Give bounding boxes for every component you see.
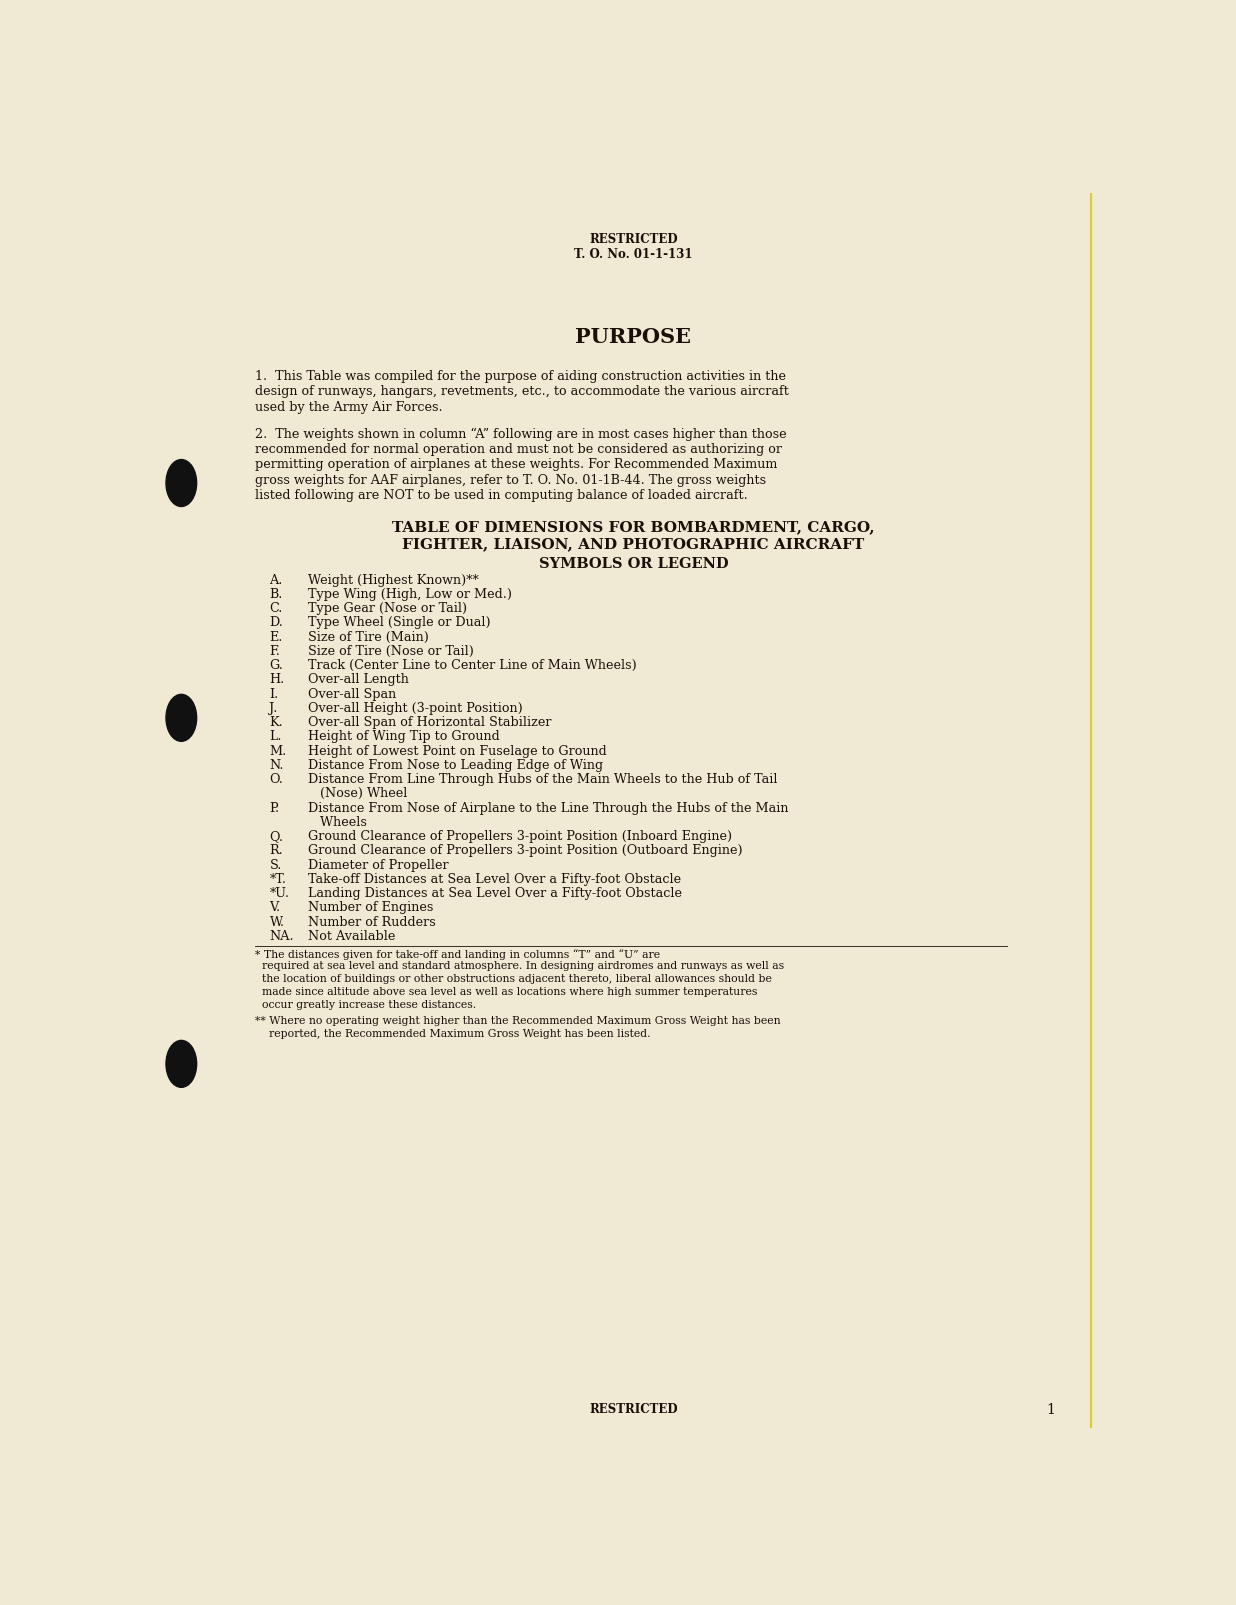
Text: FIGHTER, LIAISON, AND PHOTOGRAPHIC AIRCRAFT: FIGHTER, LIAISON, AND PHOTOGRAPHIC AIRCR… — [403, 538, 864, 552]
Text: Q.: Q. — [269, 830, 283, 843]
Text: Diameter of Propeller: Diameter of Propeller — [308, 859, 449, 872]
Text: ** Where no operating weight higher than the Recommended Maximum Gross Weight ha: ** Where no operating weight higher than… — [255, 1016, 781, 1026]
Text: W.: W. — [269, 915, 284, 929]
Text: Number of Rudders: Number of Rudders — [308, 915, 435, 929]
Text: V.: V. — [269, 902, 281, 915]
Text: H.: H. — [269, 674, 284, 687]
Text: required at sea level and standard atmosphere. In designing airdromes and runway: required at sea level and standard atmos… — [255, 961, 784, 971]
Text: the location of buildings or other obstructions adjacent thereto, liberal allowa: the location of buildings or other obstr… — [255, 974, 772, 984]
Text: Over-all Length: Over-all Length — [308, 674, 409, 687]
Text: Not Available: Not Available — [308, 929, 396, 942]
Text: (Nose) Wheel: (Nose) Wheel — [308, 788, 407, 801]
Text: Weight (Highest Known)**: Weight (Highest Known)** — [308, 573, 478, 587]
Text: B.: B. — [269, 587, 283, 600]
Text: Type Gear (Nose or Tail): Type Gear (Nose or Tail) — [308, 602, 467, 615]
Text: I.: I. — [269, 687, 278, 701]
Text: 2.  The weights shown in column “A” following are in most cases higher than thos: 2. The weights shown in column “A” follo… — [255, 427, 786, 441]
Text: Type Wing (High, Low or Med.): Type Wing (High, Low or Med.) — [308, 587, 512, 600]
Text: J.: J. — [269, 701, 278, 714]
Text: N.: N. — [269, 759, 284, 772]
Text: 1.  This Table was compiled for the purpose of aiding construction activities in: 1. This Table was compiled for the purpo… — [255, 369, 786, 382]
Text: M.: M. — [269, 745, 287, 758]
Text: E.: E. — [269, 631, 283, 644]
Text: O.: O. — [269, 774, 283, 786]
Text: NA.: NA. — [269, 929, 294, 942]
Text: permitting operation of airplanes at these weights. For Recommended Maximum: permitting operation of airplanes at the… — [255, 459, 777, 472]
Text: G.: G. — [269, 660, 283, 672]
Text: Take-off Distances at Sea Level Over a Fifty-foot Obstacle: Take-off Distances at Sea Level Over a F… — [308, 873, 681, 886]
Text: S.: S. — [269, 859, 282, 872]
Text: listed following are NOT to be used in computing balance of loaded aircraft.: listed following are NOT to be used in c… — [255, 490, 748, 502]
Text: C.: C. — [269, 602, 283, 615]
Text: Height of Wing Tip to Ground: Height of Wing Tip to Ground — [308, 730, 499, 743]
Text: Landing Distances at Sea Level Over a Fifty-foot Obstacle: Landing Distances at Sea Level Over a Fi… — [308, 888, 682, 900]
Text: gross weights for AAF airplanes, refer to T. O. No. 01-1B-44. The gross weights: gross weights for AAF airplanes, refer t… — [255, 473, 766, 486]
Text: recommended for normal operation and must not be considered as authorizing or: recommended for normal operation and mus… — [255, 443, 782, 456]
Text: Height of Lowest Point on Fuselage to Ground: Height of Lowest Point on Fuselage to Gr… — [308, 745, 607, 758]
Text: Type Wheel (Single or Dual): Type Wheel (Single or Dual) — [308, 616, 491, 629]
Text: Distance From Nose of Airplane to the Line Through the Hubs of the Main: Distance From Nose of Airplane to the Li… — [308, 801, 789, 815]
Text: T. O. No. 01-1-131: T. O. No. 01-1-131 — [575, 249, 692, 262]
Text: 1: 1 — [1046, 1403, 1056, 1417]
Text: Size of Tire (Main): Size of Tire (Main) — [308, 631, 429, 644]
Text: Over-all Span: Over-all Span — [308, 687, 396, 701]
Text: TABLE OF DIMENSIONS FOR BOMBARDMENT, CARGO,: TABLE OF DIMENSIONS FOR BOMBARDMENT, CAR… — [392, 520, 875, 534]
Text: Wheels: Wheels — [308, 815, 367, 828]
Text: SYMBOLS OR LEGEND: SYMBOLS OR LEGEND — [539, 557, 728, 571]
Ellipse shape — [166, 459, 197, 507]
Text: Track (Center Line to Center Line of Main Wheels): Track (Center Line to Center Line of Mai… — [308, 660, 637, 672]
Text: *U.: *U. — [269, 888, 289, 900]
Text: Number of Engines: Number of Engines — [308, 902, 433, 915]
Text: used by the Army Air Forces.: used by the Army Air Forces. — [255, 401, 442, 414]
Text: RESTRICTED: RESTRICTED — [590, 233, 677, 246]
Text: made since altitude above sea level as well as locations where high summer tempe: made since altitude above sea level as w… — [255, 987, 758, 997]
Text: Over-all Span of Horizontal Stabilizer: Over-all Span of Horizontal Stabilizer — [308, 716, 551, 729]
Text: Size of Tire (Nose or Tail): Size of Tire (Nose or Tail) — [308, 645, 473, 658]
Text: F.: F. — [269, 645, 281, 658]
Text: Ground Clearance of Propellers 3-point Position (Inboard Engine): Ground Clearance of Propellers 3-point P… — [308, 830, 732, 843]
Text: occur greatly increase these distances.: occur greatly increase these distances. — [255, 1000, 476, 1010]
Text: * The distances given for take-off and landing in columns “T” and “U” are: * The distances given for take-off and l… — [255, 949, 664, 960]
Text: P.: P. — [269, 801, 279, 815]
Text: design of runways, hangars, revetments, etc., to accommodate the various aircraf: design of runways, hangars, revetments, … — [255, 385, 789, 398]
Text: PURPOSE: PURPOSE — [576, 327, 691, 347]
Text: Over-all Height (3-point Position): Over-all Height (3-point Position) — [308, 701, 523, 714]
Text: RESTRICTED: RESTRICTED — [590, 1403, 677, 1416]
Text: A.: A. — [269, 573, 283, 587]
Text: K.: K. — [269, 716, 283, 729]
Text: D.: D. — [269, 616, 283, 629]
Text: L.: L. — [269, 730, 282, 743]
Text: *T.: *T. — [269, 873, 287, 886]
Ellipse shape — [166, 695, 197, 742]
Text: Distance From Nose to Leading Edge of Wing: Distance From Nose to Leading Edge of Wi… — [308, 759, 603, 772]
Text: Distance From Line Through Hubs of the Main Wheels to the Hub of Tail: Distance From Line Through Hubs of the M… — [308, 774, 777, 786]
Text: Ground Clearance of Propellers 3-point Position (Outboard Engine): Ground Clearance of Propellers 3-point P… — [308, 844, 743, 857]
Text: reported, the Recommended Maximum Gross Weight has been listed.: reported, the Recommended Maximum Gross … — [255, 1029, 650, 1038]
Ellipse shape — [166, 1040, 197, 1087]
Text: R.: R. — [269, 844, 283, 857]
